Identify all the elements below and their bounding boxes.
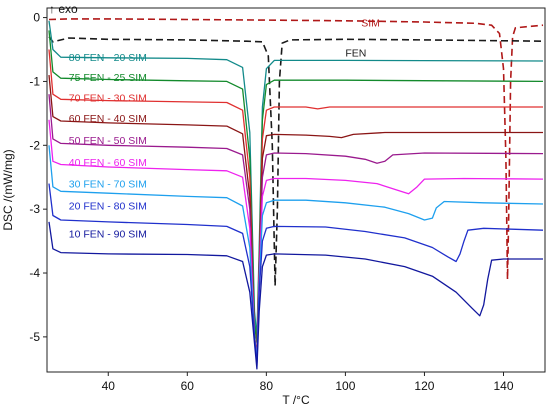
x-tick-label: 100	[335, 379, 355, 393]
series-label-80-fen-20-sim: 80 FEN - 20 SIM	[69, 52, 147, 64]
y-tick-label: 0	[33, 11, 40, 25]
series-line-fen	[48, 36, 544, 287]
x-tick-label: 140	[493, 379, 513, 393]
series-label-10-fen-90-sim: 10 FEN - 90 SIM	[69, 228, 147, 240]
y-tick-label: -1	[29, 74, 40, 88]
series-label-30-fen-70-sim: 30 FEN - 70 SIM	[69, 179, 147, 191]
y-tick-label: -3	[29, 202, 40, 216]
series-lines	[48, 18, 544, 370]
series-label-fen: FEN	[345, 48, 366, 60]
x-tick-label: 80	[260, 379, 274, 393]
plot-frame	[46, 7, 546, 373]
series-label-20-fen-80-sim: 20 FEN - 80 SIM	[69, 200, 147, 212]
y-axis-title: DSC /(mW/mg)	[1, 149, 15, 230]
series-line-sim	[48, 18, 544, 281]
series-labels: SIM FEN 80 FEN - 20 SIM 75 FEN - 25 SIM 70 F…	[69, 18, 380, 241]
x-tick-label: 40	[102, 379, 116, 393]
series-label-40-fen-60-sim: 40 FEN - 60 SIM	[69, 157, 147, 169]
y-tick-label: -2	[29, 138, 40, 152]
series-line-10-fen-90-sim	[48, 221, 543, 370]
x-tick-label: 60	[181, 379, 195, 393]
exo-annotation: ↑ exo	[49, 2, 78, 16]
axis-ticks: 40 60 80 100 120 140 0 -1 -2 -3 -4 -5	[29, 11, 514, 393]
series-label-75-fen-25-sim: 75 FEN - 25 SIM	[69, 72, 147, 84]
x-axis-title: T /°C	[282, 393, 310, 407]
plot-area	[46, 7, 546, 373]
series-label-60-fen-40-sim: 60 FEN - 40 SIM	[69, 113, 147, 125]
y-tick-label: -5	[29, 330, 40, 344]
x-tick-label: 120	[414, 379, 434, 393]
series-label-50-fen-50-sim: 50 FEN - 50 SIM	[69, 135, 147, 147]
series-line-20-fen-80-sim	[48, 183, 544, 367]
series-line-40-fen-60-sim	[48, 119, 544, 364]
series-line-30-fen-70-sim	[48, 145, 544, 364]
series-label-sim: SIM	[361, 18, 380, 30]
series-label-70-fen-30-sim: 70 FEN - 30 SIM	[69, 92, 147, 104]
y-tick-label: -4	[29, 266, 40, 280]
